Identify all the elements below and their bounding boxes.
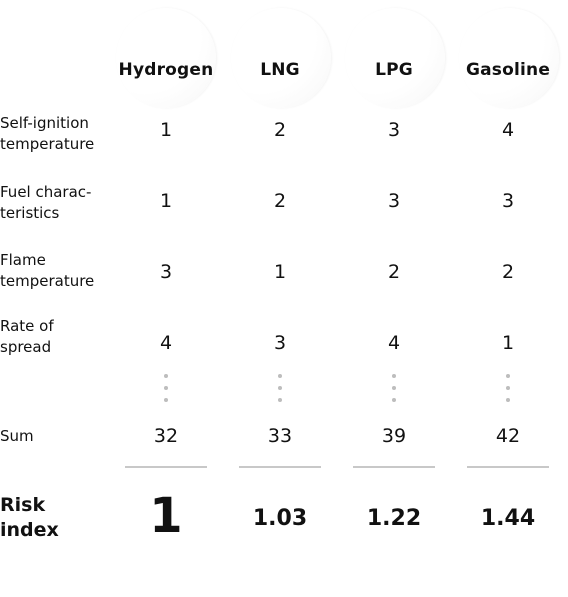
- sum-cell: 33: [223, 425, 337, 447]
- row-label-risk-index: Risk index: [0, 493, 59, 543]
- risk-value-lpg: 1.22: [337, 505, 451, 533]
- sum-cell: 42: [451, 425, 565, 447]
- row-label-line: teristics: [0, 203, 110, 224]
- ellipsis-dots: [337, 374, 451, 410]
- divider: [353, 466, 435, 468]
- column-header-hydrogen: Hydrogen: [109, 60, 223, 80]
- row-label-line: Self-ignition: [0, 113, 110, 134]
- row-label-self-ignition: Self-ignition temperature: [0, 113, 110, 155]
- table-cell: 3: [223, 332, 337, 354]
- table-cell: 1: [223, 261, 337, 283]
- table-cell: 2: [223, 119, 337, 141]
- row-label-line: spread: [0, 337, 110, 358]
- row-label-sum: Sum: [0, 426, 110, 447]
- table-cell: 3: [451, 190, 565, 212]
- ellipsis-dots: [109, 374, 223, 410]
- table-cell: 3: [337, 119, 451, 141]
- risk-value-hydrogen: 1: [109, 488, 223, 544]
- divider: [239, 466, 321, 468]
- row-label-flame-temperature: Flame temperature: [0, 250, 110, 292]
- row-label-line: temperature: [0, 134, 110, 155]
- ellipsis-dots: [223, 374, 337, 410]
- row-label-line: Flame: [0, 250, 110, 271]
- divider: [125, 466, 207, 468]
- decorative-circle-4: [459, 8, 559, 108]
- risk-value-lng: 1.03: [223, 505, 337, 533]
- risk-label-line: Risk: [0, 493, 59, 518]
- table-cell: 1: [109, 190, 223, 212]
- table-cell: 1: [451, 332, 565, 354]
- column-header-gasoline: Gasoline: [451, 60, 565, 80]
- table-cell: 1: [109, 119, 223, 141]
- decorative-circle-3: [345, 8, 445, 108]
- sum-cell: 39: [337, 425, 451, 447]
- table-cell: 2: [451, 261, 565, 283]
- divider: [467, 466, 549, 468]
- ellipsis-dots: [451, 374, 565, 410]
- sum-cell: 32: [109, 425, 223, 447]
- decorative-circle-2: [231, 8, 331, 108]
- table-cell: 4: [337, 332, 451, 354]
- row-label-line: temperature: [0, 271, 110, 292]
- row-label-line: Fuel charac-: [0, 182, 110, 203]
- table-cell: 2: [223, 190, 337, 212]
- table-cell: 4: [451, 119, 565, 141]
- risk-value-gasoline: 1.44: [451, 505, 565, 533]
- table-cell: 3: [109, 261, 223, 283]
- table-cell: 4: [109, 332, 223, 354]
- risk-label-line: index: [0, 518, 59, 543]
- column-header-lpg: LPG: [337, 60, 451, 80]
- row-label-fuel-characteristics: Fuel charac- teristics: [0, 182, 110, 224]
- decorative-circle-1: [116, 8, 216, 108]
- row-label-rate-of-spread: Rate of spread: [0, 316, 110, 358]
- table-cell: 3: [337, 190, 451, 212]
- table-cell: 2: [337, 261, 451, 283]
- column-header-lng: LNG: [223, 60, 337, 80]
- row-label-line: Rate of: [0, 316, 110, 337]
